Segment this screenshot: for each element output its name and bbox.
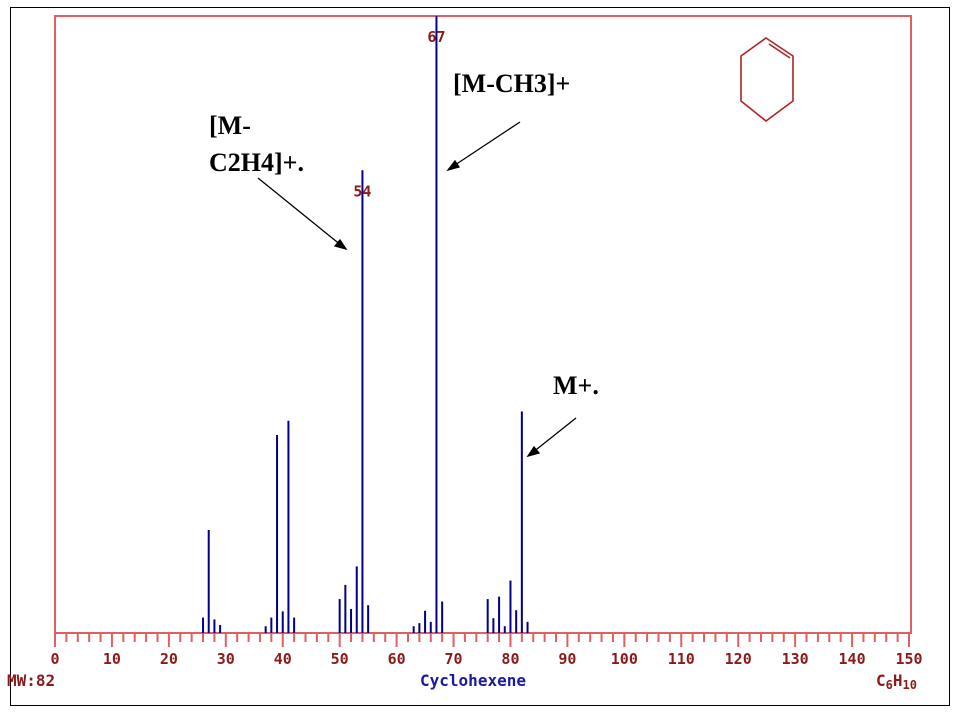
arrow-m-c2h4 <box>257 177 343 247</box>
x-tick-label: 70 <box>445 650 463 668</box>
arrowhead-m-plus <box>526 445 541 458</box>
x-axis-tick-labels: 0 10 20 30 40 50 60 70 80 90 100 110 120 130 140 150 <box>50 650 922 668</box>
x-tick-label: 40 <box>274 650 292 668</box>
outer-border <box>10 7 950 706</box>
x-tick-label: 130 <box>782 650 809 668</box>
x-tick-label: 110 <box>668 650 695 668</box>
peak-label-54: 54 <box>353 182 371 200</box>
annotation-m-plus: M+. <box>553 371 599 400</box>
formula-label: C6H10 <box>876 671 917 692</box>
x-tick-label: 20 <box>160 650 178 668</box>
x-tick-label: 90 <box>558 650 576 668</box>
x-tick-label: 0 <box>50 650 59 668</box>
x-tick-label: 30 <box>217 650 235 668</box>
peak-label-67: 67 <box>427 28 445 46</box>
peak-labels: 67 54 <box>353 28 445 200</box>
arrowhead-m-ch3 <box>446 159 461 172</box>
x-tick-label: 60 <box>388 650 406 668</box>
arrow-m-plus <box>531 417 577 454</box>
molecular-weight-label: MW:82 <box>7 671 55 690</box>
arrow-m-ch3 <box>451 121 521 168</box>
x-tick-label: 120 <box>725 650 752 668</box>
x-tick-label: 100 <box>611 650 638 668</box>
chart-title: Cyclohexene <box>420 671 526 690</box>
cyclohexene-structure-icon <box>740 37 794 123</box>
formula-c: C <box>876 671 886 690</box>
arrowhead-m-c2h4 <box>333 238 348 251</box>
formula-sub-10: 10 <box>903 678 917 692</box>
annotation-m-c2h4-line1: [M- <box>209 111 251 140</box>
x-tick-label: 150 <box>895 650 922 668</box>
x-tick-label: 50 <box>331 650 349 668</box>
formula-h: H <box>893 671 903 690</box>
x-tick-label: 10 <box>103 650 121 668</box>
formula-sub-6: 6 <box>886 678 893 692</box>
x-tick-label: 140 <box>839 650 866 668</box>
x-tick-label: 80 <box>501 650 519 668</box>
annotation-arrows <box>257 121 577 458</box>
annotation-m-ch3: [M-CH3]+ <box>453 69 570 98</box>
x-axis-ticks <box>54 633 910 647</box>
annotation-m-c2h4-line2: C2H4]+. <box>209 148 304 177</box>
spectrum-bars <box>202 16 529 633</box>
